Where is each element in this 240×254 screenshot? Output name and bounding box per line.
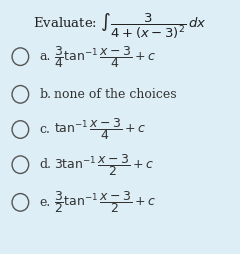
Text: a.: a.: [39, 50, 51, 63]
Text: none of the choices: none of the choices: [54, 88, 176, 101]
Text: $\tan^{-1}\dfrac{x-3}{4}+c$: $\tan^{-1}\dfrac{x-3}{4}+c$: [54, 117, 146, 142]
Text: Evaluate: $\int \dfrac{3}{4+(x-3)^2}\,dx$: Evaluate: $\int \dfrac{3}{4+(x-3)^2}\,dx…: [33, 11, 207, 41]
Text: $\dfrac{3}{4}\tan^{-1}\dfrac{x-3}{4}+c$: $\dfrac{3}{4}\tan^{-1}\dfrac{x-3}{4}+c$: [54, 44, 155, 70]
Text: $3\tan^{-1}\dfrac{x-3}{2}+c$: $3\tan^{-1}\dfrac{x-3}{2}+c$: [54, 152, 154, 178]
Text: b.: b.: [39, 88, 51, 101]
Text: e.: e.: [39, 196, 51, 209]
Text: c.: c.: [39, 123, 50, 136]
Text: d.: d.: [39, 158, 51, 171]
Text: $\dfrac{3}{2}\tan^{-1}\dfrac{x-3}{2}+c$: $\dfrac{3}{2}\tan^{-1}\dfrac{x-3}{2}+c$: [54, 189, 155, 215]
